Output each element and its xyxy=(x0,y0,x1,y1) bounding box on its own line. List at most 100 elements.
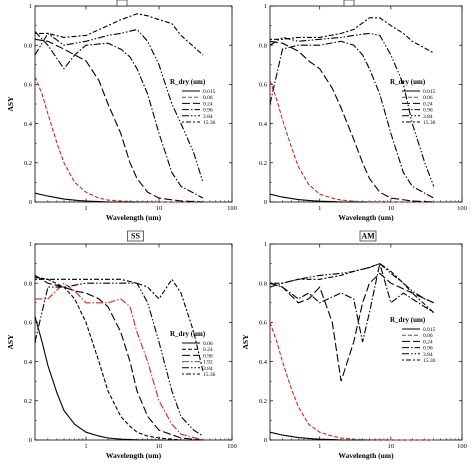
series-line-0-96 xyxy=(269,263,434,343)
y-tick-label: 0.4 xyxy=(259,359,268,366)
series-line-3-84 xyxy=(269,32,435,187)
legend-entry: 0.24 xyxy=(423,101,433,107)
y-tick-label: 1 xyxy=(29,241,32,248)
series-line-3-84 xyxy=(34,282,204,437)
series-line-1-92 xyxy=(35,282,204,441)
legend-entry: 3.84 xyxy=(423,114,433,120)
y-tick-label: 0.6 xyxy=(24,82,33,89)
legend-entry: 0.06 xyxy=(423,333,433,339)
legend-entry: 3.84 xyxy=(423,352,433,358)
y-tick-label: 0 xyxy=(29,437,32,444)
legend-entry: 0.24 xyxy=(423,339,433,345)
panel-tag-box xyxy=(359,230,377,242)
legend-entry: 0.015 xyxy=(203,89,216,95)
x-axis-label: Wavelength (um) xyxy=(106,451,162,460)
chart-panel-1: 0 0.2 0.4 0.6 0.8 1 1 10 100 Wavelength (um) ASY R_… xyxy=(6,0,237,222)
series-line-3-84 xyxy=(34,28,204,183)
series-line-0-015 xyxy=(269,431,434,441)
series-line-0-06 xyxy=(34,316,203,441)
y-tick-label: 1 xyxy=(264,3,267,10)
legend-title: R_dry (um) xyxy=(390,78,426,86)
series-line-0-24 xyxy=(34,38,204,203)
y-tick-label: 0.2 xyxy=(24,398,32,405)
y-tick-label: 0 xyxy=(264,199,267,206)
y-tick-label: 0.2 xyxy=(24,160,32,167)
legend-entry: 0.96 xyxy=(423,346,433,352)
x-tick-label: 10 xyxy=(156,443,163,450)
legend-entry: 0.24 xyxy=(203,101,213,107)
y-tick-label: 0.4 xyxy=(24,121,33,128)
legend-entry: 15.36 xyxy=(203,120,216,126)
y-tick-label: 0.4 xyxy=(259,121,268,128)
series-line-0-06 xyxy=(269,322,434,441)
series-line-0-06 xyxy=(34,76,203,203)
series-line-15-36 xyxy=(270,17,434,54)
y-tick-label: 0 xyxy=(264,437,267,444)
y-tick-label: 0.4 xyxy=(24,359,33,366)
plot-frame xyxy=(269,243,463,441)
x-tick-label: 10 xyxy=(156,205,163,212)
series-line-0-96 xyxy=(34,31,204,199)
y-tick-label: 0.8 xyxy=(259,280,267,287)
legend-title: R_dry (um) xyxy=(170,330,206,338)
y-axis-label: ASY xyxy=(6,96,15,112)
plot-frame xyxy=(269,5,463,203)
y-axis-label: ASY xyxy=(241,334,250,350)
x-tick-label: 100 xyxy=(457,443,467,450)
legend-entry: 0.015 xyxy=(423,327,436,333)
x-tick-label: 100 xyxy=(457,205,467,212)
legend-entry: 0.96 xyxy=(203,353,213,359)
y-tick-label: 0 xyxy=(29,199,32,206)
x-tick-label: 1 xyxy=(84,205,87,212)
panel-tag: SS xyxy=(131,232,140,241)
series-line-0-96 xyxy=(34,274,204,441)
series-line-15-36 xyxy=(35,13,204,56)
legend-entry: 15.36 xyxy=(423,358,436,364)
x-tick-label: 100 xyxy=(227,443,237,450)
legend-entry: 15.36 xyxy=(203,372,216,378)
panel-tag: AM xyxy=(361,232,375,241)
series-line-0-06 xyxy=(269,80,434,203)
legend-entry: 0.06 xyxy=(423,95,433,101)
chart-panel-2: 0 0.2 0.4 0.6 0.8 1 1 10 100 Wavelength (um) R_dry… xyxy=(259,0,467,222)
legend-title: R_dry (um) xyxy=(390,316,426,324)
legend-entry: 0.06 xyxy=(203,341,213,347)
legend-entry: 0.015 xyxy=(423,89,436,95)
x-axis-label: Wavelength (um) xyxy=(338,451,394,460)
y-tick-label: 0.6 xyxy=(24,320,33,327)
series-line-15-36 xyxy=(35,278,204,372)
y-tick-label: 0.2 xyxy=(259,160,267,167)
legend-entry: 1.92 xyxy=(203,360,213,366)
legend-entry: 3.84 xyxy=(203,114,213,120)
chart-panel-4: 0 0.2 0.4 0.6 0.8 1 1 10 100 Wavelength (um) ASY AM… xyxy=(241,230,467,460)
x-axis-label: Wavelength (um) xyxy=(338,213,394,222)
legend-entry: 0.06 xyxy=(203,95,213,101)
legend-entry: 0.96 xyxy=(203,108,213,114)
chart-panel-3: 0 0.2 0.4 0.6 0.8 1 1 10 100 Wavelength (um) ASY SS… xyxy=(6,230,237,460)
series-line-0-24 xyxy=(269,272,434,382)
series-line-0-96 xyxy=(269,40,434,199)
y-tick-label: 0.6 xyxy=(259,82,268,89)
series-line-15-36 xyxy=(270,262,435,314)
x-axis-label: Wavelength (um) xyxy=(106,213,162,222)
y-tick-label: 0.2 xyxy=(259,398,267,405)
y-tick-label: 0.8 xyxy=(24,42,32,49)
x-tick-label: 10 xyxy=(388,443,395,450)
legend-entry: 0.96 xyxy=(423,108,433,114)
panel-tag-box xyxy=(116,0,128,7)
x-tick-label: 100 xyxy=(227,205,237,212)
legend-entry: 0.24 xyxy=(203,347,213,353)
x-tick-label: 1 xyxy=(318,443,321,450)
panel-tag-box xyxy=(343,0,355,7)
y-tick-label: 0.6 xyxy=(259,320,268,327)
legend-entry: 3.84 xyxy=(203,366,213,372)
y-tick-label: 0.8 xyxy=(24,280,32,287)
legend-entry: 15.36 xyxy=(423,120,436,126)
y-tick-label: 1 xyxy=(29,3,32,10)
legend-title: R_dry (um) xyxy=(170,78,206,86)
